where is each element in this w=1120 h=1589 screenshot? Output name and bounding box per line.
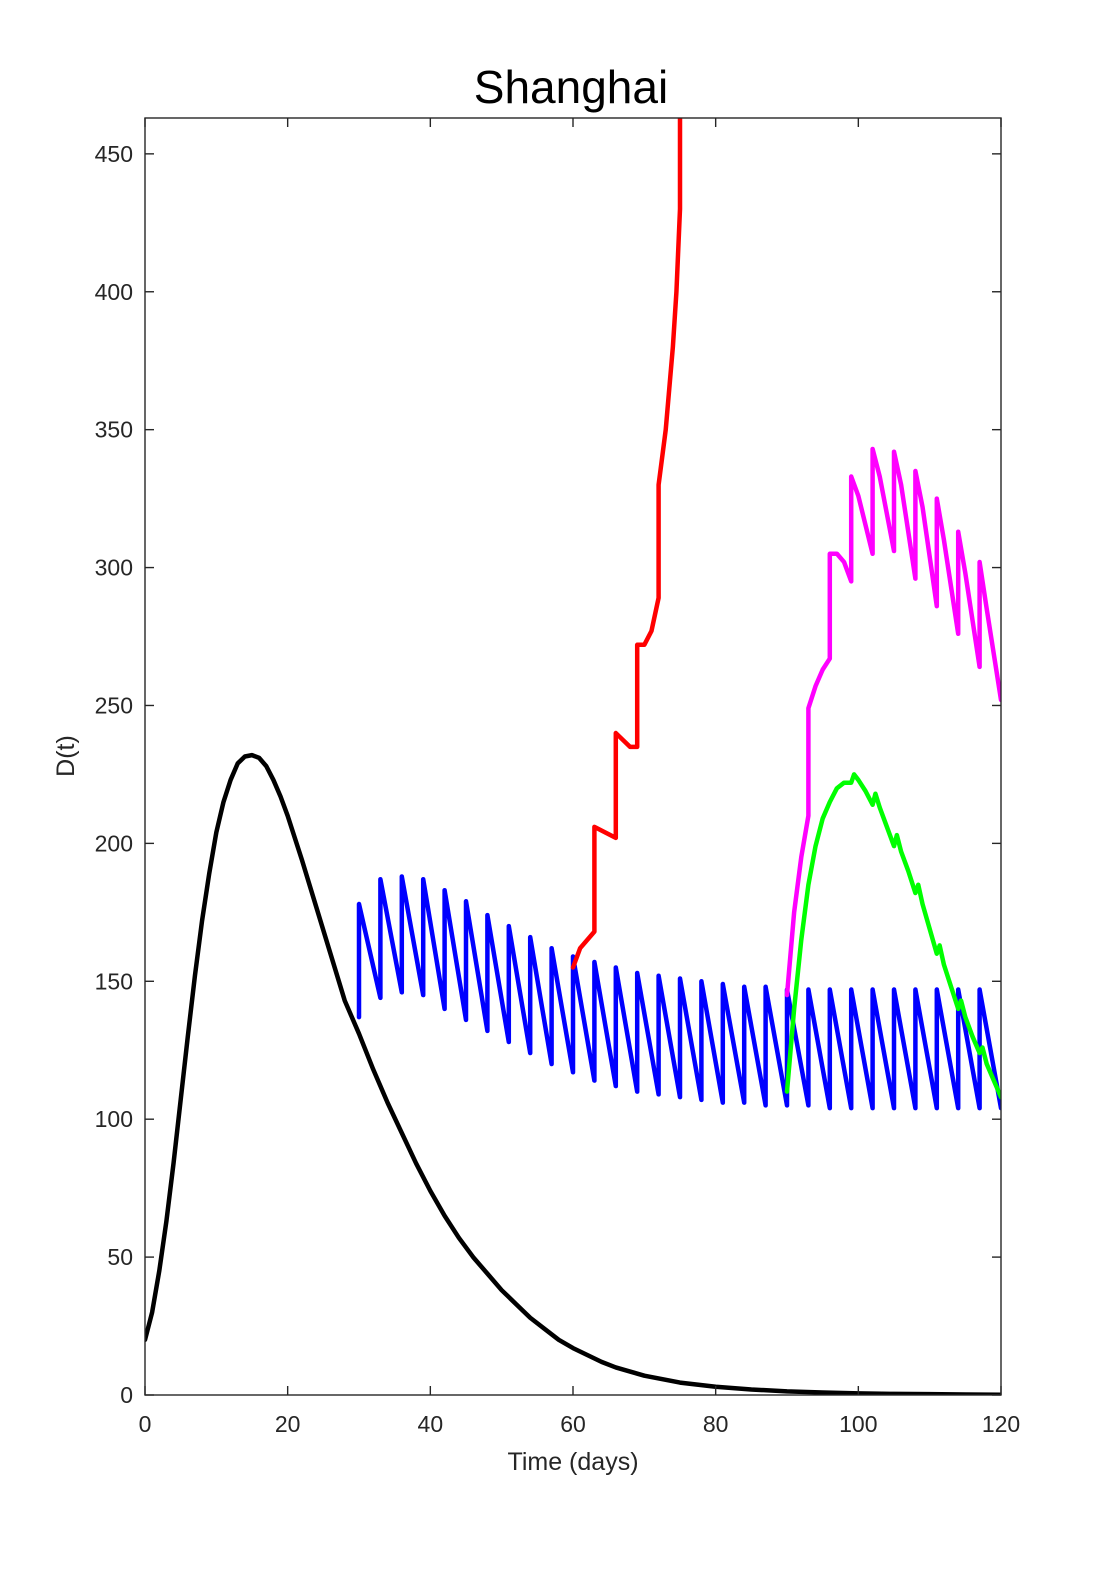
y-axis: 0 50 100 150 200 250 300 350 400 450 xyxy=(95,141,1001,1408)
y-tick-label: 300 xyxy=(95,555,133,581)
series-line-2 xyxy=(356,874,1001,1111)
series-line-1 xyxy=(145,752,1001,1395)
x-tick-label: 100 xyxy=(839,1411,877,1437)
y-tick-label: 350 xyxy=(95,417,133,443)
y-tick-label: 50 xyxy=(107,1244,133,1270)
y-tick-label: 0 xyxy=(120,1382,133,1408)
y-axis-label: D(t) xyxy=(52,735,80,777)
x-tick-label: 40 xyxy=(418,1411,444,1437)
x-tick-label: 120 xyxy=(982,1411,1020,1437)
x-axis-label: Time (days) xyxy=(507,1448,638,1476)
x-tick-label: 0 xyxy=(139,1411,152,1437)
y-tick-label: 450 xyxy=(95,141,133,167)
y-tick-label: 200 xyxy=(95,830,133,856)
x-tick-label: 20 xyxy=(275,1411,301,1437)
y-tick-label: 150 xyxy=(95,968,133,994)
chart-title: Shanghai xyxy=(474,61,668,113)
series-line-4 xyxy=(784,446,1001,998)
series-layer xyxy=(145,118,1001,1395)
y-tick-label: 100 xyxy=(95,1106,133,1132)
x-tick-label: 80 xyxy=(703,1411,729,1437)
y-tick-label: 400 xyxy=(95,279,133,305)
y-tick-label: 250 xyxy=(95,692,133,718)
x-tick-label: 60 xyxy=(560,1411,586,1437)
series-line-5 xyxy=(784,772,1001,1100)
x-axis: 0 20 40 60 80 100 120 xyxy=(139,118,1020,1437)
series-line-3 xyxy=(570,118,683,970)
